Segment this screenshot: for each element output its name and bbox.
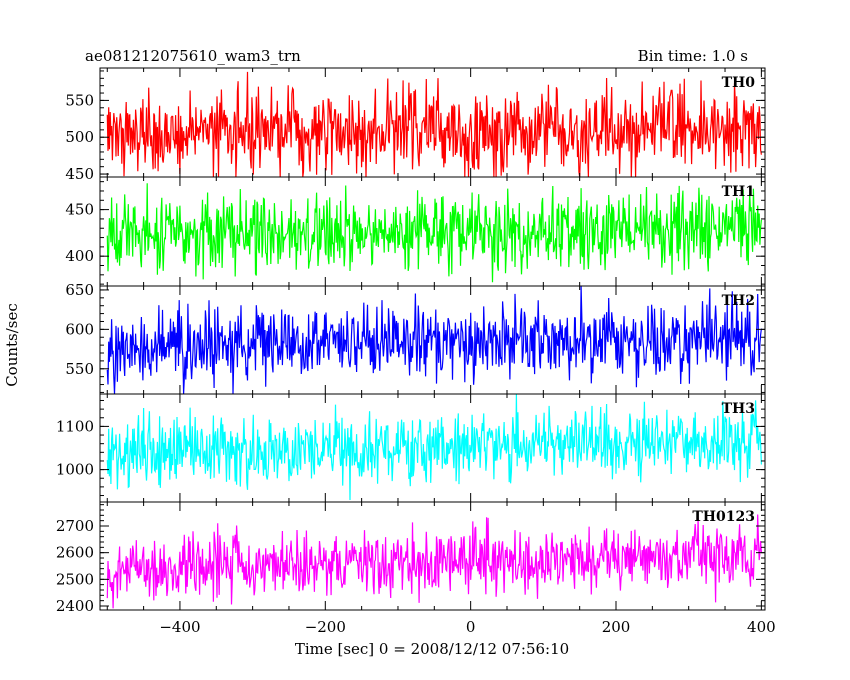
y-tick-label: 450 <box>65 201 94 219</box>
panel-th0: 450 500 550 TH0 <box>65 67 766 183</box>
series-line-th2 <box>106 286 762 394</box>
y-tick-label: 650 <box>65 281 94 299</box>
y-tick-label: 600 <box>65 320 94 338</box>
y-tick-label: 400 <box>65 247 94 265</box>
panel-label: TH0 <box>722 75 756 91</box>
series-line-th3 <box>106 394 762 501</box>
y-tick-label: 1000 <box>56 461 94 479</box>
x-tick-label: 200 <box>602 618 631 636</box>
y-tick-label: 2600 <box>56 544 94 562</box>
panel-th2: 550 600 650 TH2 <box>65 281 766 395</box>
x-axis: −400 −200 0 200 400 <box>159 618 775 636</box>
y-tick-label: 2700 <box>56 517 94 535</box>
x-axis-label: Time [sec] 0 = 2008/12/12 07:56:10 <box>295 640 569 658</box>
y-tick-label: 500 <box>65 128 94 146</box>
panel-th3: 1000 1100 TH3 <box>56 393 766 503</box>
panel-label: TH3 <box>722 401 755 417</box>
y-tick-label: 2400 <box>56 597 94 615</box>
panel-frame <box>99 393 766 503</box>
series-line-th0 <box>106 71 762 177</box>
y-tick-label: 550 <box>65 91 94 109</box>
series-line-th1 <box>106 183 762 283</box>
y-axis-label: Counts/sec <box>3 303 21 387</box>
x-tick-label: −400 <box>159 618 200 636</box>
y-tick-label: 2500 <box>56 570 94 588</box>
y-tick-label: 550 <box>65 360 94 378</box>
x-tick-label: 0 <box>466 618 476 636</box>
x-tick-label: −200 <box>305 618 346 636</box>
x-tick-label: 400 <box>747 618 776 636</box>
panels: 450 500 550 TH0 400 450 TH1 550 600 650 TH2 1000 110… <box>56 67 766 615</box>
panel-label: TH2 <box>722 293 755 309</box>
panel-label: TH1 <box>722 184 755 200</box>
panel-label: TH0123 <box>692 509 755 525</box>
y-tick-label: 450 <box>65 165 94 183</box>
bin-time-label: Bin time: 1.0 s <box>638 47 748 65</box>
series-line-th0123 <box>106 514 762 609</box>
panel-th0123: 2400 2500 2600 2700 TH0123 <box>56 501 766 615</box>
panel-th1: 400 450 TH1 <box>65 176 766 287</box>
panel-frame <box>99 501 766 611</box>
plot-title: ae081212075610_wam3_trn <box>85 47 301 65</box>
y-tick-label: 1100 <box>56 417 94 435</box>
